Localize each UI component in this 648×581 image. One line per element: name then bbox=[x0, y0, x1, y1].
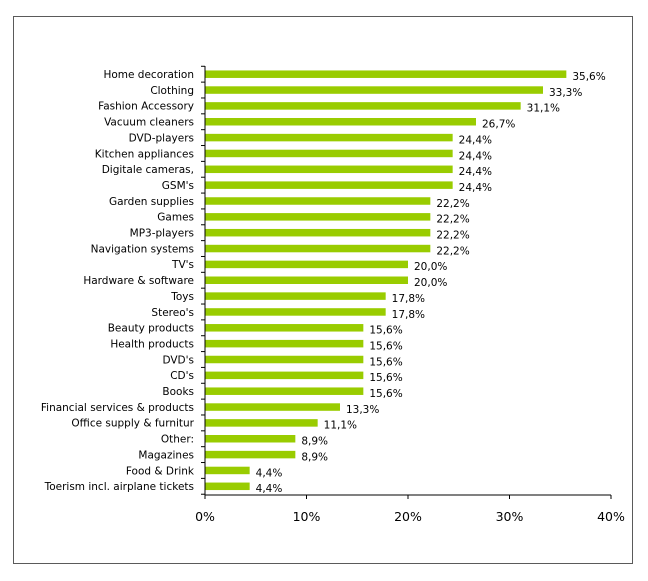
category-label: Games bbox=[157, 212, 194, 224]
bar bbox=[205, 260, 408, 269]
bar bbox=[205, 276, 408, 284]
value-label: 15,6% bbox=[369, 356, 402, 368]
category-label: Books bbox=[162, 386, 194, 398]
bar bbox=[205, 149, 453, 158]
category-label: Fashion Accessory bbox=[98, 101, 194, 113]
bar bbox=[205, 86, 543, 94]
x-tick-label: 20% bbox=[394, 509, 422, 524]
value-label: 22,2% bbox=[436, 214, 469, 226]
axes-layer bbox=[201, 65, 612, 499]
category-label: Home decoration bbox=[103, 69, 194, 81]
value-label: 22,2% bbox=[436, 198, 469, 210]
bar bbox=[205, 102, 521, 110]
value-label: 8,9% bbox=[301, 451, 328, 463]
category-label: Magazines bbox=[138, 449, 194, 461]
bar bbox=[205, 181, 453, 189]
category-label: Hardware & software bbox=[83, 275, 194, 287]
category-label: Toerism incl. airplane tickets bbox=[44, 481, 194, 493]
value-label: 15,6% bbox=[369, 340, 402, 352]
bar bbox=[205, 324, 364, 332]
bar bbox=[205, 213, 431, 221]
x-tick-label: 40% bbox=[597, 509, 625, 524]
category-label: Beauty products bbox=[108, 323, 194, 335]
value-label: 17,8% bbox=[392, 309, 425, 321]
bar bbox=[205, 244, 431, 253]
value-label: 8,9% bbox=[301, 436, 328, 448]
bar bbox=[205, 165, 453, 174]
x-tick-label: 0% bbox=[195, 509, 215, 524]
bar bbox=[205, 133, 453, 142]
category-label: Kitchen appliances bbox=[95, 148, 194, 160]
bar bbox=[205, 403, 340, 411]
category-label: Clothing bbox=[150, 85, 194, 97]
value-label: 20,0% bbox=[414, 261, 447, 273]
value-label: 15,6% bbox=[369, 388, 402, 400]
value-label: 15,6% bbox=[369, 325, 402, 337]
bar bbox=[205, 292, 386, 300]
category-label: Navigation systems bbox=[91, 243, 194, 255]
bar bbox=[205, 435, 296, 443]
value-label: 33,3% bbox=[549, 87, 582, 99]
value-label: 22,2% bbox=[436, 230, 469, 242]
bar bbox=[205, 466, 250, 475]
value-label: 31,1% bbox=[527, 103, 560, 115]
bar bbox=[205, 482, 250, 491]
value-label: 22,2% bbox=[436, 245, 469, 257]
value-label: 20,0% bbox=[414, 277, 447, 289]
value-label: 35,6% bbox=[572, 71, 605, 83]
bar bbox=[205, 197, 431, 205]
x-tick-label: 10% bbox=[293, 509, 321, 524]
category-label: MP3-players bbox=[130, 228, 194, 240]
x-tick-label: 30% bbox=[496, 509, 524, 524]
value-label: 24,4% bbox=[459, 166, 492, 178]
bar bbox=[205, 450, 296, 459]
bar bbox=[205, 355, 364, 364]
value-label: 4,4% bbox=[256, 467, 283, 479]
category-label: TV's bbox=[171, 259, 194, 271]
category-label: DVD-players bbox=[129, 132, 194, 144]
value-label: 13,3% bbox=[346, 404, 379, 416]
value-label: 24,4% bbox=[459, 150, 492, 162]
value-label: 17,8% bbox=[392, 293, 425, 305]
category-label: Digitale cameras, bbox=[102, 164, 194, 176]
category-label: Garden supplies bbox=[109, 196, 194, 208]
value-label: 26,7% bbox=[482, 119, 515, 131]
value-label: 15,6% bbox=[369, 372, 402, 384]
bar bbox=[205, 371, 364, 380]
category-label: CD's bbox=[170, 370, 194, 382]
category-label: Vacuum cleaners bbox=[104, 117, 194, 129]
bar bbox=[205, 387, 364, 395]
labels-layer: 0% 10% 20% 30% 40% Home decoration 35,6% Clothi… bbox=[41, 69, 625, 524]
bar bbox=[205, 228, 431, 237]
category-label: Health products bbox=[110, 338, 194, 350]
value-label: 11,1% bbox=[324, 420, 357, 432]
category-label: GSM's bbox=[162, 180, 194, 192]
category-label: DVD's bbox=[162, 354, 194, 366]
category-label: Other: bbox=[161, 434, 194, 446]
bar bbox=[205, 339, 364, 348]
value-label: 4,4% bbox=[256, 483, 283, 495]
bar bbox=[205, 308, 386, 316]
bars-layer bbox=[205, 70, 567, 491]
category-label: Office supply & furnitur bbox=[71, 418, 194, 430]
bar bbox=[205, 419, 318, 427]
category-label: Financial services & products bbox=[41, 402, 194, 414]
category-label: Food & Drink bbox=[126, 465, 195, 477]
category-label: Stereo's bbox=[151, 307, 194, 319]
bar bbox=[205, 70, 567, 78]
bar bbox=[205, 118, 477, 126]
value-label: 24,4% bbox=[459, 182, 492, 194]
value-label: 24,4% bbox=[459, 134, 492, 146]
category-label: Toys bbox=[170, 291, 194, 303]
